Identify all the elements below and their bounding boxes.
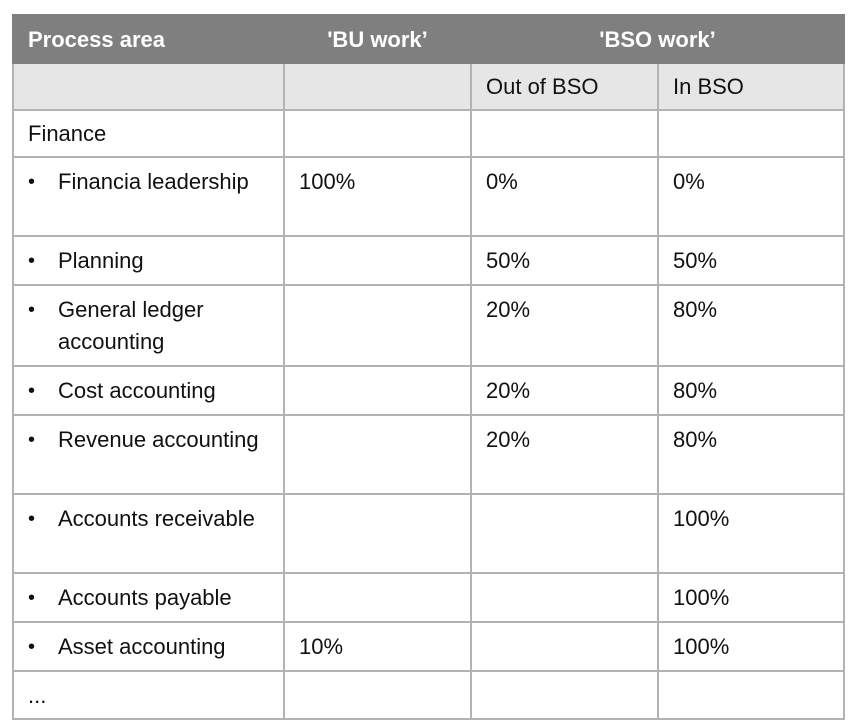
- table-row: • Revenue accounting 20% 80%: [12, 414, 846, 495]
- table-row: • Planning 50% 50%: [12, 235, 846, 286]
- row-process-cell: • Asset accounting: [12, 621, 285, 672]
- row-out-bso-value: [470, 572, 659, 623]
- header-bso-work: 'BSO work’: [469, 14, 846, 64]
- row-bu-value: [283, 284, 472, 367]
- row-label: Accounts receivable: [58, 506, 255, 531]
- row-in-bso-value: 100%: [656, 621, 846, 672]
- section-label: Finance: [12, 109, 285, 158]
- row-label: Planning: [58, 248, 144, 273]
- bullet-icon: •: [28, 380, 36, 402]
- table-row: • General ledger accounting 20% 80%: [12, 284, 846, 367]
- table-subheader-row: Out of BSO In BSO: [12, 62, 846, 111]
- bullet-icon: •: [28, 171, 36, 193]
- row-bu-value: 10%: [283, 621, 472, 672]
- row-bu-value: [283, 365, 472, 416]
- row-bu-value: [283, 414, 472, 495]
- bullet-icon: •: [28, 250, 36, 272]
- bullet-icon: •: [28, 587, 36, 609]
- row-bu-value: [283, 493, 472, 574]
- row-out-bso-value: 20%: [470, 365, 659, 416]
- row-bu-value: [283, 572, 472, 623]
- row-out-bso-value: 20%: [470, 414, 659, 495]
- row-process-cell: • Cost accounting: [12, 365, 285, 416]
- table-row: • Cost accounting 20% 80%: [12, 365, 846, 416]
- row-bu-value: [283, 235, 472, 286]
- ellipsis-text: ...: [12, 670, 285, 720]
- row-out-bso-value: [470, 493, 659, 574]
- row-out-bso-value: [470, 621, 659, 672]
- ellipsis-empty-cell: [470, 670, 659, 720]
- row-label: Accounts payable: [58, 585, 232, 610]
- row-process-cell: • General ledger accounting: [12, 284, 285, 367]
- table-row: • Asset accounting 10% 100%: [12, 621, 846, 672]
- bullet-icon: •: [28, 299, 36, 321]
- row-in-bso-value: 100%: [656, 493, 846, 574]
- subheader-out-of-bso: Out of BSO: [470, 62, 659, 111]
- section-empty-cell: [283, 109, 472, 158]
- subheader-empty-bu: [283, 62, 472, 111]
- header-bu-work: 'BU work’: [283, 14, 472, 64]
- section-empty-cell: [656, 109, 846, 158]
- ellipsis-empty-cell: [283, 670, 472, 720]
- row-in-bso-value: 80%: [656, 365, 846, 416]
- header-process-area: Process area: [12, 14, 285, 64]
- row-in-bso-value: 80%: [656, 414, 846, 495]
- row-process-cell: • Accounts payable: [12, 572, 285, 623]
- subheader-empty-process: [12, 62, 285, 111]
- section-empty-cell: [470, 109, 659, 158]
- table-header-row: Process area 'BU work’ 'BSO work’: [12, 14, 846, 64]
- section-row-finance: Finance: [12, 109, 846, 158]
- row-label: Asset accounting: [58, 634, 226, 659]
- row-out-bso-value: 50%: [470, 235, 659, 286]
- bullet-icon: •: [28, 429, 36, 451]
- process-allocation-table: Process area 'BU work’ 'BSO work’ Out of…: [12, 14, 846, 720]
- row-label: General ledger accounting: [58, 297, 204, 354]
- row-in-bso-value: 100%: [656, 572, 846, 623]
- table-row: • Accounts payable 100%: [12, 572, 846, 623]
- row-bu-value: 100%: [283, 156, 472, 237]
- row-out-bso-value: 20%: [470, 284, 659, 367]
- row-label: Financia leadership: [58, 169, 249, 194]
- table-row: • Financia leadership 100% 0% 0%: [12, 156, 846, 237]
- ellipsis-row: ...: [12, 670, 846, 720]
- row-process-cell: • Planning: [12, 235, 285, 286]
- row-in-bso-value: 50%: [656, 235, 846, 286]
- bullet-icon: •: [28, 636, 36, 658]
- table-row: • Accounts receivable 100%: [12, 493, 846, 574]
- row-out-bso-value: 0%: [470, 156, 659, 237]
- row-in-bso-value: 0%: [656, 156, 846, 237]
- row-label: Cost accounting: [58, 378, 216, 403]
- bullet-icon: •: [28, 508, 36, 530]
- row-process-cell: • Accounts receivable: [12, 493, 285, 574]
- ellipsis-empty-cell: [656, 670, 846, 720]
- row-label: Revenue accounting: [58, 427, 259, 452]
- row-process-cell: • Revenue accounting: [12, 414, 285, 495]
- row-process-cell: • Financia leadership: [12, 156, 285, 237]
- subheader-in-bso: In BSO: [656, 62, 846, 111]
- row-in-bso-value: 80%: [656, 284, 846, 367]
